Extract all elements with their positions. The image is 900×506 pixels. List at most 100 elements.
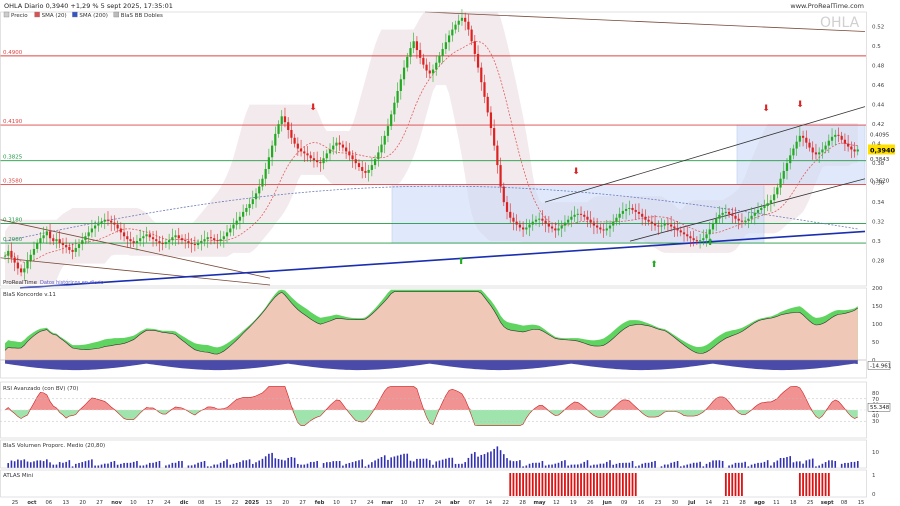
- candle-body: [412, 41, 415, 49]
- y-tick-label: 0.34: [872, 200, 885, 206]
- volume-bar: [850, 461, 853, 468]
- x-tick-label: 22: [232, 500, 239, 506]
- y-tick-label: 0.36: [872, 181, 885, 187]
- panel-frame: [0, 287, 867, 379]
- candle-body: [90, 228, 93, 233]
- candle-body: [209, 237, 213, 239]
- candle-body: [727, 211, 731, 214]
- volume-bar: [422, 458, 425, 468]
- candle-body: [467, 21, 470, 30]
- volume-bar: [390, 457, 392, 468]
- candle-body: [399, 79, 402, 91]
- atlas-bar: [734, 473, 737, 496]
- atlas-bar: [531, 473, 534, 496]
- volume-bar: [551, 464, 553, 468]
- candle-body: [55, 239, 58, 242]
- candle-body: [586, 216, 589, 220]
- candle-body: [348, 151, 351, 156]
- candle-body: [715, 218, 718, 224]
- candle-body: [32, 248, 36, 255]
- candle-body: [396, 90, 399, 103]
- candle-body: [415, 41, 419, 51]
- candle-body: [573, 214, 576, 217]
- x-tick-label: 30: [672, 500, 679, 506]
- atlas-bar: [560, 473, 563, 496]
- volume-bar: [602, 463, 605, 468]
- volume-bar: [792, 462, 795, 468]
- candle-body: [602, 229, 605, 231]
- x-tick-label: abr: [450, 500, 460, 506]
- candle-body: [81, 240, 84, 245]
- candle-body: [522, 227, 525, 230]
- volume-bar: [708, 462, 711, 468]
- volume-bar: [541, 460, 544, 468]
- candle-body: [122, 232, 126, 237]
- panel-frame: [0, 469, 867, 498]
- atlas-bar: [634, 473, 637, 496]
- candle-body: [103, 219, 106, 222]
- candle-body: [531, 221, 534, 225]
- atlas-bar: [583, 473, 586, 496]
- volume-bar: [840, 463, 843, 468]
- candle-body: [94, 225, 97, 229]
- y-tick-label: 100: [872, 322, 883, 328]
- volume-bar: [367, 464, 370, 468]
- candle-body: [142, 236, 145, 239]
- candle-body: [528, 224, 531, 228]
- candle-body: [592, 222, 596, 226]
- candle-body: [489, 112, 493, 129]
- candle-body: [534, 219, 538, 222]
- volume-bar: [622, 462, 624, 468]
- panel-frame: [0, 11, 867, 287]
- volume-bar: [65, 461, 67, 468]
- volume-bar: [364, 466, 367, 468]
- volume-bar: [679, 466, 682, 468]
- candle-body: [158, 241, 161, 244]
- volume-bar: [380, 457, 383, 468]
- atlas-bar: [724, 473, 727, 496]
- source-url[interactable]: www.ProRealTime.com: [790, 2, 864, 10]
- volume-bar: [483, 454, 486, 468]
- x-tick-label: 10: [130, 500, 137, 506]
- atlas-bar: [589, 473, 592, 496]
- volume-bar: [699, 461, 701, 468]
- volume-bar: [235, 462, 238, 468]
- candle-body: [213, 238, 216, 241]
- volume-bar: [149, 462, 151, 468]
- candle-body: [361, 167, 364, 171]
- candle-body: [126, 236, 129, 240]
- y-tick-label: 50: [872, 340, 879, 346]
- candle-body: [660, 225, 663, 227]
- volume-bar: [647, 462, 650, 468]
- price-panel: 0.4900 0.4190 0.3825 0.3580 0.3180 0.2980 ⬇ ⬇ ⬇ ⬇…: [0, 9, 866, 289]
- volume-bar: [271, 452, 273, 468]
- x-tick-label: feb: [315, 500, 325, 506]
- volume-bar: [828, 460, 830, 468]
- candle-body: [441, 49, 444, 56]
- candle-body: [373, 159, 377, 166]
- y-tick-label: 10: [872, 450, 879, 456]
- atlas-bar: [551, 473, 553, 496]
- atlas-bar: [557, 473, 560, 496]
- candle-body: [309, 155, 312, 159]
- watermark: OHLA: [820, 15, 860, 31]
- candle-body: [3, 255, 7, 257]
- volume-bar: [258, 460, 261, 468]
- candle-body: [393, 102, 396, 115]
- volume-bar: [673, 461, 676, 468]
- x-tick-label: jun: [602, 500, 612, 506]
- volume-bar: [799, 461, 801, 468]
- volume-bar: [309, 461, 312, 468]
- x-tick-label: 27: [299, 500, 306, 506]
- candle-body: [283, 116, 287, 123]
- atlas-bar: [615, 473, 618, 496]
- candle-body: [235, 220, 238, 225]
- volume-bar: [451, 457, 454, 468]
- volume-bar: [531, 462, 534, 468]
- volume-bar: [155, 461, 158, 468]
- panel-title: BlaS Volumen Proporc. Medio (20,80): [3, 443, 105, 449]
- candle-body: [550, 226, 554, 229]
- candle-body: [270, 145, 274, 158]
- x-tick-label: 10: [401, 500, 408, 506]
- volume-bar: [747, 466, 750, 468]
